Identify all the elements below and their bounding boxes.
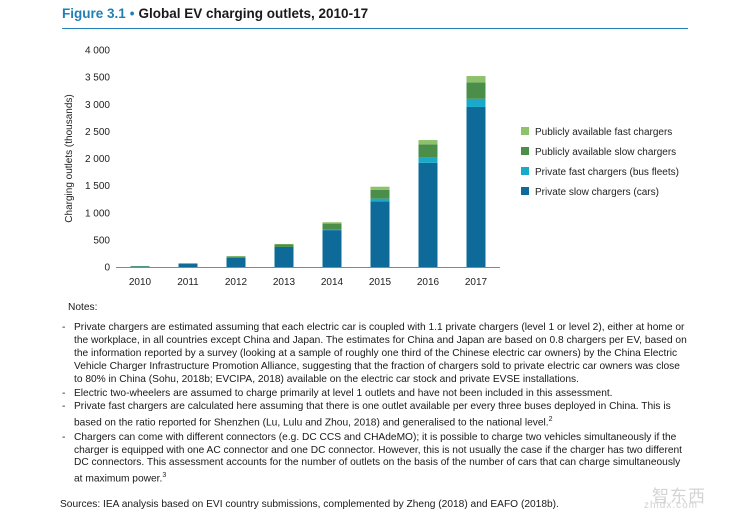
bar-segment bbox=[418, 162, 438, 267]
legend-label: Private slow chargers (cars) bbox=[535, 187, 659, 198]
bar-segment bbox=[226, 256, 246, 257]
x-tick-label: 2014 bbox=[321, 277, 344, 288]
sources-text: Sources: IEA analysis based on EVI count… bbox=[60, 499, 559, 510]
chart-title: Global EV charging outlets, 2010-17 bbox=[138, 6, 369, 21]
legend: Publicly available fast chargers Publicly… bbox=[521, 127, 679, 198]
bar-segment bbox=[418, 144, 438, 158]
bar-segment bbox=[226, 257, 246, 267]
y-tick-label: 0 bbox=[104, 263, 110, 274]
figure-title: Figure 3.1 • Global EV charging outlets, 2… bbox=[62, 6, 368, 21]
bar-segment bbox=[418, 157, 438, 163]
bar-segment bbox=[370, 186, 390, 190]
bar-segment bbox=[178, 264, 198, 267]
bar-segment bbox=[226, 256, 246, 258]
note-text: Private fast chargers are calculated her… bbox=[74, 401, 671, 429]
bar-segment bbox=[370, 201, 390, 267]
x-tick-label: 2013 bbox=[273, 277, 296, 288]
y-tick-label: 500 bbox=[93, 235, 110, 246]
legend-swatch bbox=[521, 167, 529, 175]
legend-label: Publicly available slow chargers bbox=[535, 147, 676, 158]
legend-label: Private fast chargers (bus fleets) bbox=[535, 167, 679, 178]
bar-segment bbox=[466, 98, 486, 107]
y-tick-label: 1 500 bbox=[85, 181, 110, 192]
bar-segment bbox=[130, 266, 150, 267]
bar-segment bbox=[274, 246, 294, 267]
y-axis-title-group: Charging outlets (thousands) bbox=[64, 94, 75, 222]
bar-segment bbox=[322, 223, 342, 230]
y-axis-title: Charging outlets (thousands) bbox=[64, 94, 75, 222]
x-tick-label: 2010 bbox=[129, 277, 152, 288]
bar-segment bbox=[274, 244, 294, 247]
x-tick-label: 2016 bbox=[417, 277, 440, 288]
y-tick-label: 3 500 bbox=[85, 73, 110, 84]
watermark-logo: 智东西 bbox=[652, 487, 706, 506]
x-tick-label: 2017 bbox=[465, 277, 488, 288]
figure-label: Figure 3.1 bbox=[62, 6, 126, 21]
bar-segment bbox=[274, 243, 294, 245]
notes-heading: Notes: bbox=[68, 302, 98, 313]
footnote-mark: 3 bbox=[162, 472, 167, 480]
bar-segment bbox=[322, 230, 342, 267]
note-item: - Chargers can come with different connec… bbox=[62, 431, 683, 485]
bar-segment bbox=[178, 263, 198, 265]
legend-swatch bbox=[521, 127, 529, 135]
y-tick-label: 3 000 bbox=[85, 100, 110, 111]
x-tick-label: 2011 bbox=[177, 277, 199, 288]
note-item: - Private chargers are estimated assuming… bbox=[62, 322, 687, 385]
legend-swatch bbox=[521, 147, 529, 155]
notes-list: - Private chargers are estimated assuming… bbox=[60, 322, 690, 488]
x-axis: 2010 2011 2012 2013 2014 2015 2016 2017 bbox=[116, 267, 500, 288]
x-tick-label: 2012 bbox=[225, 277, 248, 288]
y-tick-label: 2 500 bbox=[85, 127, 110, 138]
bar-segment bbox=[130, 266, 150, 267]
chart: Charging outlets (thousands) 0 500 1 000 1 … bbox=[64, 46, 679, 289]
bar-segment bbox=[466, 76, 486, 83]
title-rule bbox=[62, 28, 688, 29]
y-axis-ticks: 0 500 1 000 1 500 2 000 2 500 3 000 3 500 4 000 bbox=[85, 46, 110, 274]
bar-segment bbox=[466, 82, 486, 99]
legend-swatch bbox=[521, 187, 529, 195]
y-tick-label: 2 000 bbox=[85, 154, 110, 165]
note-item: - Private fast chargers are calculated he… bbox=[62, 401, 671, 429]
bar-segment bbox=[322, 229, 342, 231]
legend-label: Publicly available fast chargers bbox=[535, 127, 672, 138]
bar-segment bbox=[370, 189, 390, 199]
watermark-url: zhidx.com bbox=[643, 500, 698, 511]
note-item: - Electric two-wheelers are assumed to ch… bbox=[62, 387, 613, 399]
y-tick-label: 1 000 bbox=[85, 208, 110, 219]
bar-segment bbox=[466, 106, 486, 268]
title-separator: • bbox=[129, 6, 135, 21]
footnote-mark: 2 bbox=[548, 416, 553, 424]
x-tick-label: 2015 bbox=[369, 277, 392, 288]
bar-segment bbox=[418, 140, 438, 145]
bars bbox=[130, 76, 486, 268]
bar-segment bbox=[322, 222, 342, 224]
note-text: Chargers can come with different connect… bbox=[74, 431, 683, 485]
note-text: Private chargers are estimated assuming … bbox=[74, 322, 687, 385]
bar-segment bbox=[370, 198, 390, 202]
note-text: Electric two-wheelers are assumed to cha… bbox=[74, 387, 613, 399]
y-tick-label: 4 000 bbox=[85, 46, 110, 57]
